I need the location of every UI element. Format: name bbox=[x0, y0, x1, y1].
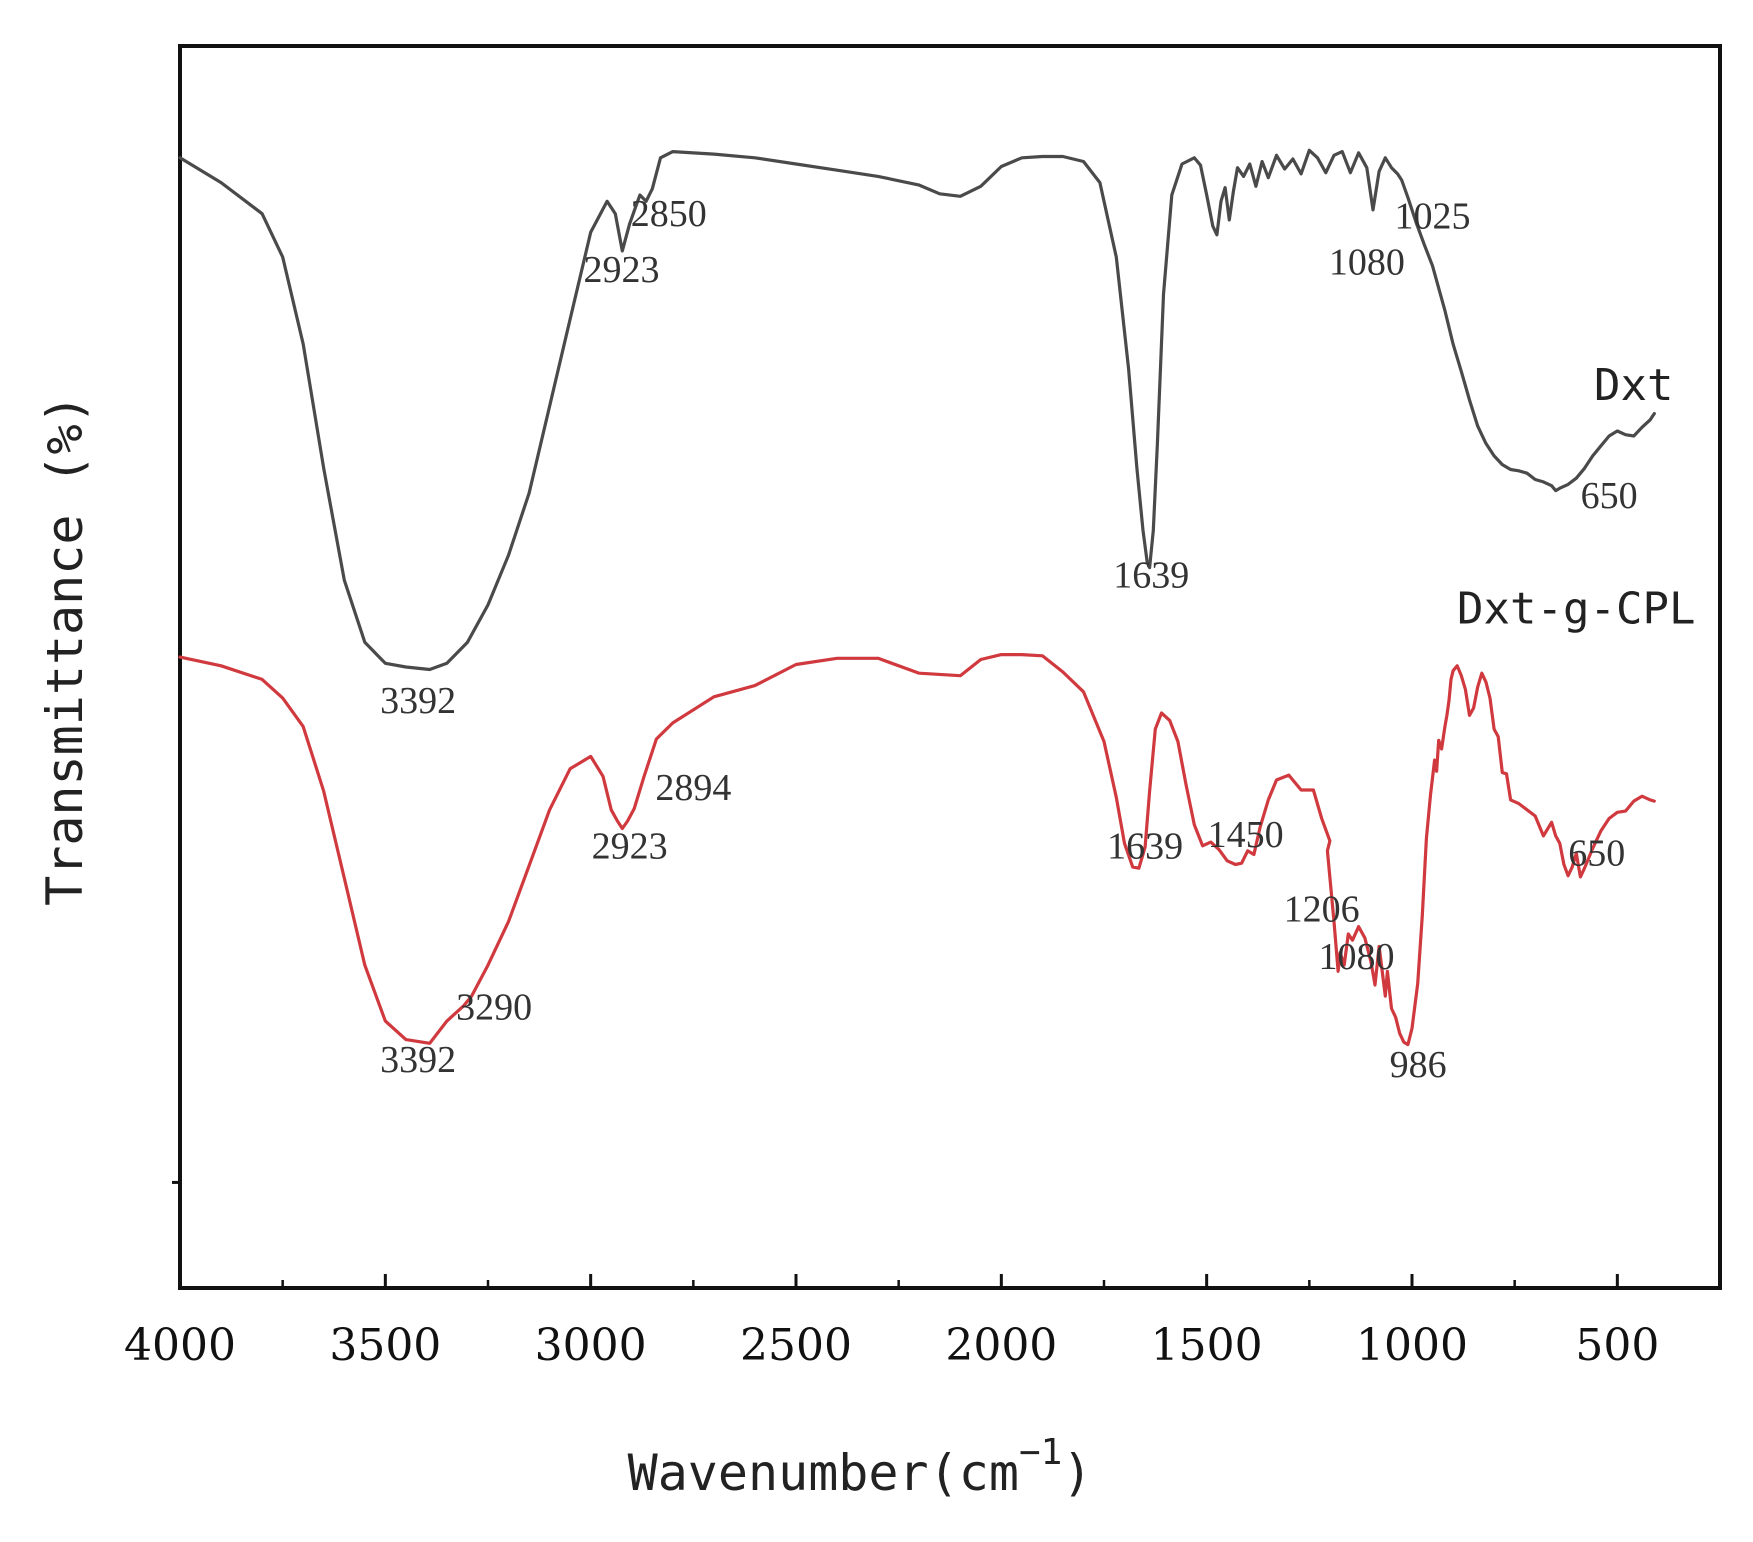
peak-annotation: 2850 bbox=[631, 193, 707, 235]
x-axis-title-close: ) bbox=[1062, 1444, 1092, 1502]
x-tick-label: 3000 bbox=[535, 1320, 647, 1371]
peak-annotation: 650 bbox=[1581, 475, 1638, 517]
x-tick-label: 2500 bbox=[740, 1320, 852, 1371]
peak-annotation: 1639 bbox=[1113, 555, 1189, 597]
peak-annotation: 1450 bbox=[1208, 814, 1284, 856]
x-axis-title: Wavenumber(cm−1) bbox=[628, 1432, 1093, 1502]
peak-annotation: 650 bbox=[1568, 833, 1625, 875]
peak-annotation: 3392 bbox=[380, 680, 456, 722]
x-tick-label: 1500 bbox=[1151, 1320, 1263, 1371]
peak-annotation: 2923 bbox=[592, 825, 668, 867]
x-tick-label: 2000 bbox=[945, 1320, 1057, 1371]
peak-annotation: 2894 bbox=[655, 767, 731, 809]
peak-annotation: 1206 bbox=[1284, 889, 1360, 931]
peak-annotation: 1639 bbox=[1107, 825, 1183, 867]
peak-annotation: 3392 bbox=[380, 1039, 456, 1081]
x-tick-label: 3500 bbox=[329, 1320, 441, 1371]
peak-annotation: 1080 bbox=[1319, 936, 1395, 978]
peak-annotation: 1025 bbox=[1395, 196, 1471, 238]
series-layer bbox=[178, 148, 1656, 1047]
x-tick-label: 500 bbox=[1575, 1320, 1659, 1371]
peak-annotation: 3290 bbox=[456, 987, 532, 1029]
series-label: Dxt bbox=[1594, 360, 1673, 411]
x-axis-title-main: Wavenumber(cm bbox=[628, 1444, 1019, 1502]
x-tick-label: 4000 bbox=[124, 1320, 236, 1371]
series-line-dxt bbox=[178, 148, 1656, 672]
plot-frame bbox=[178, 44, 1722, 1290]
x-axis-ticks: 4000 3500 3000 2500 2000 1500 1000 500 bbox=[124, 1180, 1659, 1371]
peak-annotation: 1080 bbox=[1329, 242, 1405, 284]
series-line-dxt-g-cpl bbox=[178, 653, 1656, 1047]
series-label: Dxt-g-CPL bbox=[1457, 584, 1695, 635]
annotation-layer: DxtDxt-g-CPL2850292310251080650163933922… bbox=[380, 193, 1695, 1086]
x-tick-label: 1000 bbox=[1356, 1320, 1468, 1371]
peak-annotation: 986 bbox=[1390, 1044, 1447, 1086]
x-axis-title-superscript: −1 bbox=[1019, 1432, 1062, 1473]
peak-annotation: 2923 bbox=[583, 249, 659, 291]
plot-area bbox=[178, 44, 1722, 1290]
y-axis-title: Transmittance (%) bbox=[36, 394, 94, 906]
